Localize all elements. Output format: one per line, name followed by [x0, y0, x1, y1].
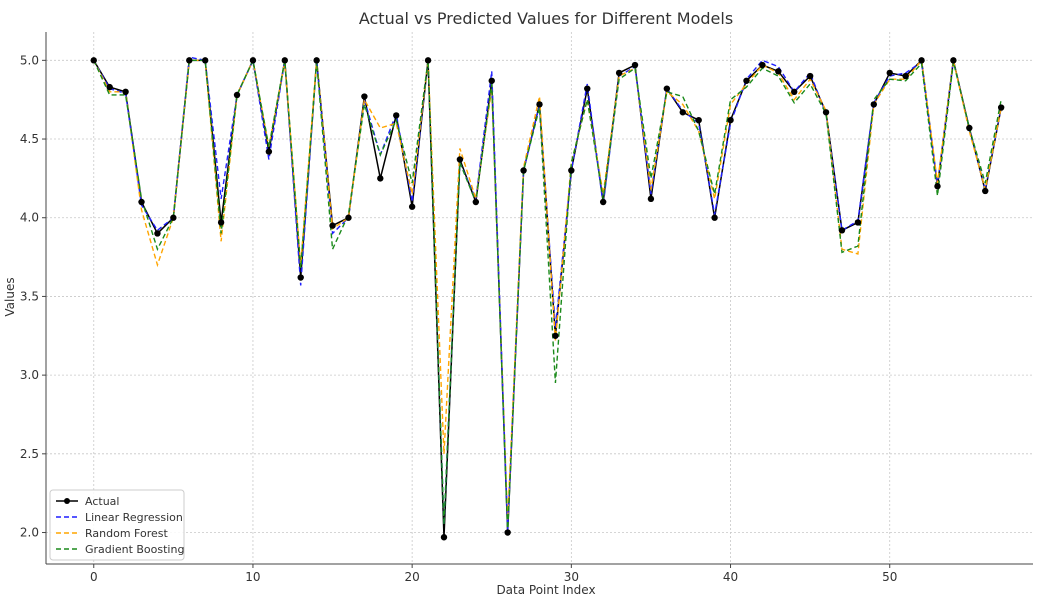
series-line-linear-regression [93, 56, 1002, 530]
actual-point [440, 534, 448, 541]
y-tick-label: 2.0 [20, 526, 39, 540]
y-axis-label: Values [3, 277, 17, 316]
actual-point [775, 68, 782, 75]
actual-point [520, 167, 527, 174]
actual-point [138, 198, 145, 206]
actual-point [759, 61, 766, 69]
actual-point [361, 93, 368, 100]
actual-point [217, 219, 225, 226]
actual-point [90, 57, 97, 64]
axes: 0 10 20 30 40 50 2.0 2.5 3.0 3.5 4.0 4.5 5.0 [20, 32, 1033, 584]
legend: Actual Linear Regression Random Forest Grad… [49, 489, 185, 561]
actual-point [536, 101, 543, 108]
actual-point [345, 214, 352, 221]
x-tick-label: 0 [90, 570, 98, 584]
actual-point [791, 88, 798, 96]
actual-point [329, 222, 336, 229]
x-tick-label: 20 [405, 570, 420, 584]
actual-point [456, 156, 464, 163]
legend-label: Random Forest [85, 527, 168, 540]
actual-point [743, 77, 750, 84]
actual-point [838, 227, 846, 234]
actual-point [663, 85, 671, 92]
actual-point [393, 112, 400, 119]
actual-point [886, 69, 893, 77]
x-axis-label: Data Point Index [496, 583, 595, 597]
y-tick-label: 3.0 [20, 368, 39, 382]
actual-point [186, 57, 193, 64]
actual-point [822, 109, 830, 116]
actual-point [488, 77, 495, 84]
actual-point [711, 214, 718, 221]
actual-point [918, 57, 925, 64]
actual-point [249, 57, 257, 64]
legend-label: Gradient Boosting [85, 543, 184, 556]
y-tick-label: 4.0 [20, 211, 39, 225]
legend-label: Actual [85, 495, 119, 508]
actual-point [966, 124, 973, 132]
series-line-gradient-boosting [93, 58, 1002, 533]
grid [46, 32, 1033, 564]
actual-point [854, 219, 862, 226]
actual-point [615, 69, 623, 77]
actual-point [122, 88, 129, 96]
y-tick-label: 3.5 [20, 289, 39, 303]
actual-point [902, 72, 909, 80]
x-tick-label: 50 [882, 570, 897, 584]
actual-point [154, 230, 161, 237]
series-layer [90, 56, 1005, 541]
actual-point [568, 167, 575, 174]
legend-marker [64, 498, 70, 504]
actual-point [695, 116, 702, 124]
actual-point [408, 203, 416, 210]
y-tick-label: 4.5 [20, 132, 39, 146]
actual-point [950, 57, 957, 64]
actual-point [806, 72, 814, 80]
actual-point [377, 175, 384, 182]
actual-point [281, 57, 288, 64]
actual-point [584, 85, 591, 92]
actual-point [679, 109, 686, 116]
actual-point [997, 104, 1005, 111]
actual-point [170, 214, 177, 221]
actual-point [599, 198, 607, 206]
actual-point [472, 198, 480, 206]
actual-point [233, 91, 241, 99]
series-line-actual [93, 57, 1002, 538]
chart-title: Actual vs Predicted Values for Different… [359, 9, 733, 28]
actual-point [106, 83, 113, 91]
actual-point [297, 274, 304, 281]
x-tick-label: 40 [723, 570, 738, 584]
actual-point [870, 101, 878, 108]
actual-point [504, 529, 511, 536]
actual-point [552, 332, 559, 339]
actual-point [424, 57, 432, 64]
actual-point [631, 61, 639, 69]
actual-point [313, 57, 320, 64]
legend-label: Linear Regression [85, 511, 183, 524]
actual-point [982, 187, 989, 195]
y-tick-label: 5.0 [20, 53, 39, 67]
legend-box [49, 489, 185, 561]
actual-point [647, 195, 655, 203]
actual-point [201, 57, 209, 64]
x-tick-label: 30 [564, 570, 579, 584]
actual-point [265, 148, 273, 155]
series-line-random-forest [93, 58, 1002, 520]
x-tick-label: 10 [245, 570, 260, 584]
actual-point [727, 116, 734, 124]
actual-point [934, 183, 941, 190]
y-tick-label: 2.5 [20, 447, 39, 461]
